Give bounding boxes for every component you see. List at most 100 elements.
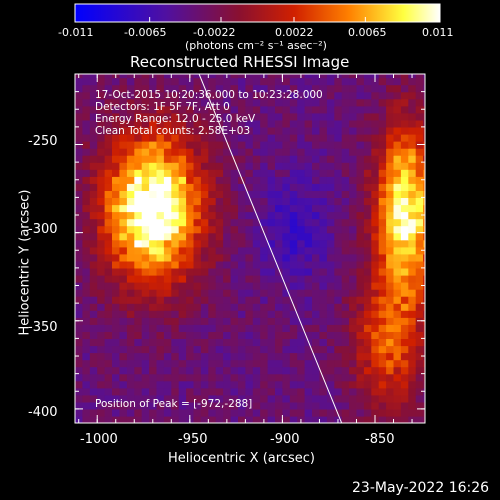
axis-ticks (75, 73, 425, 423)
heatmap-cell (400, 232, 409, 241)
heatmap-cell (341, 183, 350, 191)
heatmap-cell (349, 345, 358, 354)
heatmap-cell (386, 197, 395, 206)
heatmap-cell (156, 260, 165, 269)
heatmap-cell (223, 133, 232, 142)
heatmap-cell (297, 408, 306, 417)
heatmap-cell (378, 162, 387, 170)
heatmap-cell (304, 415, 313, 423)
heatmap-cell (260, 112, 269, 121)
heatmap-cell (171, 126, 180, 135)
heatmap-cell (245, 359, 254, 368)
heatmap-cell (193, 282, 202, 290)
heatmap-cell (393, 289, 402, 297)
heatmap-cell (423, 331, 425, 339)
heatmap-cell (112, 380, 120, 389)
heatmap-cell (215, 91, 224, 100)
heatmap-cell (289, 289, 298, 297)
heatmap-cell (223, 98, 232, 107)
heatmap-cell (297, 260, 306, 269)
heatmap-cell (230, 155, 239, 163)
heatmap-cell (82, 218, 91, 227)
heatmap-cell (193, 310, 202, 318)
heatmap-cell (408, 282, 417, 290)
heatmap-cell (171, 74, 180, 79)
heatmap-cell (326, 225, 335, 234)
heatmap-cell (363, 359, 372, 368)
heatmap-cell (356, 225, 365, 234)
heatmap-cell (149, 401, 158, 410)
heatmap-cell (104, 253, 113, 262)
heatmap-cell (223, 204, 232, 213)
heatmap-cell (82, 197, 91, 206)
heatmap-cell (312, 126, 320, 135)
heatmap-cell (312, 155, 320, 163)
heatmap-cell (245, 105, 254, 114)
heatmap-cell (267, 352, 276, 361)
heatmap-cell (97, 204, 106, 213)
heatmap-cell (297, 366, 306, 375)
heatmap-cell (312, 225, 320, 234)
heatmap-cell (378, 303, 387, 311)
heatmap-cell (193, 232, 202, 241)
heatmap-cell (282, 211, 291, 220)
heatmap-cell (97, 338, 106, 347)
heatmap-cell (334, 387, 343, 396)
heatmap-cell (171, 197, 180, 206)
heatmap-cell (200, 359, 209, 368)
heatmap-cell (223, 408, 232, 417)
heatmap-cell (104, 197, 113, 206)
heatmap-cell (349, 126, 358, 135)
heatmap-cell (104, 303, 113, 311)
heatmap-cell (289, 91, 298, 100)
heatmap-cell (341, 366, 350, 375)
heatmap-cell (223, 394, 232, 403)
heatmap-cell (141, 211, 150, 220)
heatmap-cell (104, 380, 113, 389)
heatmap-cell (363, 204, 372, 213)
heatmap-cell (252, 415, 261, 423)
heatmap-cell (75, 133, 83, 142)
heatmap-cell (341, 126, 350, 135)
heatmap-cell (156, 359, 165, 368)
heatmap-cell (363, 155, 372, 163)
heatmap-cell (163, 112, 172, 121)
heatmap-cell (208, 282, 217, 290)
heatmap-cell (104, 387, 113, 396)
heatmap-cell (112, 126, 120, 135)
heatmap-cell (282, 133, 291, 142)
heatmap-cell (141, 190, 150, 198)
heatmap-cell (75, 303, 83, 311)
heatmap-cell (238, 373, 246, 382)
heatmap-cell (363, 267, 372, 276)
heatmap-cell (356, 246, 365, 255)
heatmap-cell (75, 112, 83, 121)
heatmap-cell (312, 98, 320, 107)
heatmap-cell (282, 232, 291, 241)
heatmap-cell (326, 387, 335, 396)
heatmap-cell (163, 183, 172, 191)
heatmap-cell (349, 162, 358, 170)
heatmap-cell (112, 183, 120, 191)
heatmap-cell (178, 211, 187, 220)
heatmap-cell (200, 169, 209, 177)
heatmap-cell (215, 246, 224, 255)
heatmap-cell (267, 141, 276, 149)
heatmap-cell (238, 246, 246, 255)
heatmap-cell (97, 155, 106, 163)
heatmap-cell (386, 225, 395, 234)
heatmap-cell (289, 317, 298, 325)
heatmap-cell (319, 155, 328, 163)
heatmap-cell (126, 359, 135, 368)
heatmap-cell (267, 204, 276, 213)
heatmap-cell (223, 169, 232, 177)
heatmap-cell (334, 126, 343, 135)
heatmap-cell (297, 155, 306, 163)
heatmap-cell (104, 126, 113, 135)
heatmap-cell (371, 317, 380, 325)
heatmap-cell (75, 296, 83, 304)
heatmap-cell (208, 380, 217, 389)
heatmap-cell (378, 394, 387, 403)
heatmap-cell (378, 183, 387, 191)
heatmap-cell (134, 267, 143, 276)
